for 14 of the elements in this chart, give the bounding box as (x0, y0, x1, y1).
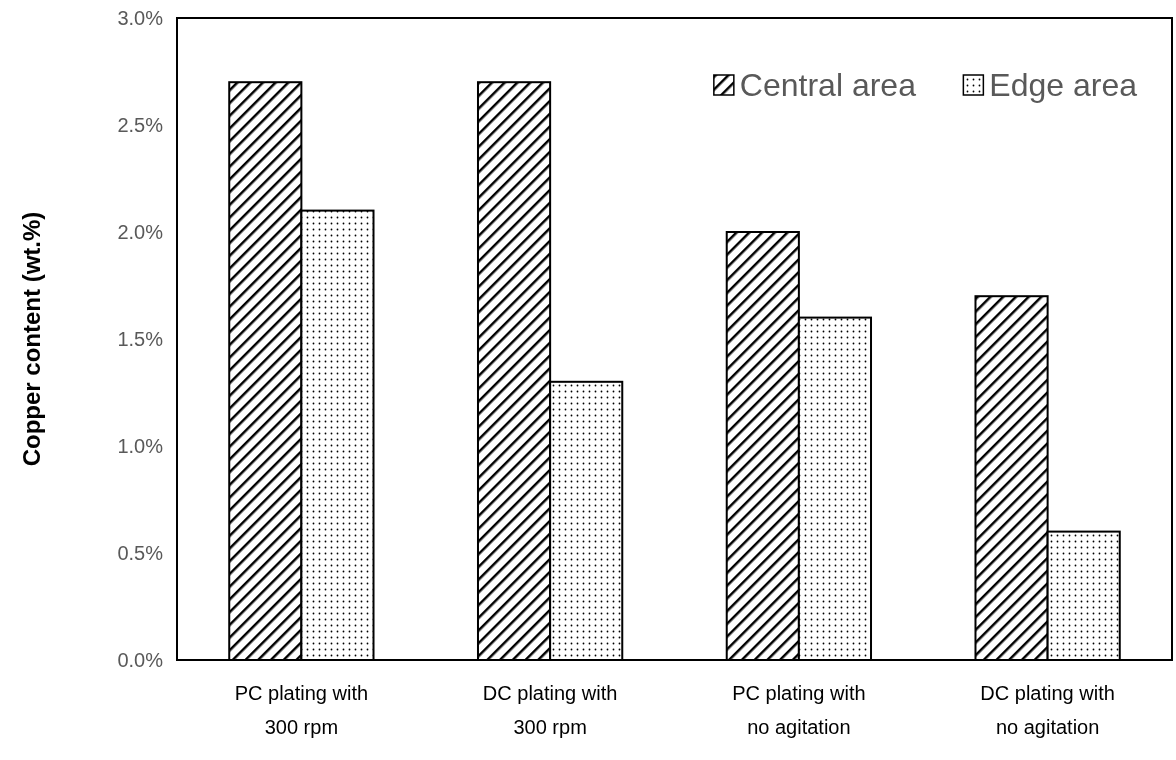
y-tick-label: 2.5% (117, 114, 164, 136)
legend-label: Edge area (989, 67, 1138, 104)
y-tick-label: 0.5% (117, 542, 164, 564)
y-tick-label: 2.0% (117, 221, 164, 243)
legend-label: Central area (739, 67, 917, 104)
x-tick-label: PC plating with no agitation (732, 682, 866, 738)
x-tick-label: DC plating with no agitation (980, 682, 1115, 738)
x-tick-label: PC plating with 300 rpm (234, 682, 369, 738)
y-tick-label: 3.0% (117, 7, 164, 29)
y-tick-label: 1.0% (117, 435, 164, 457)
y-tick-label: 0.0% (117, 649, 164, 671)
y-axis-title: Copper content (wt.%) (18, 211, 45, 467)
x-tick-label: DC plating with 300 rpm (482, 682, 618, 738)
y-tick-label: 1.5% (117, 328, 164, 350)
